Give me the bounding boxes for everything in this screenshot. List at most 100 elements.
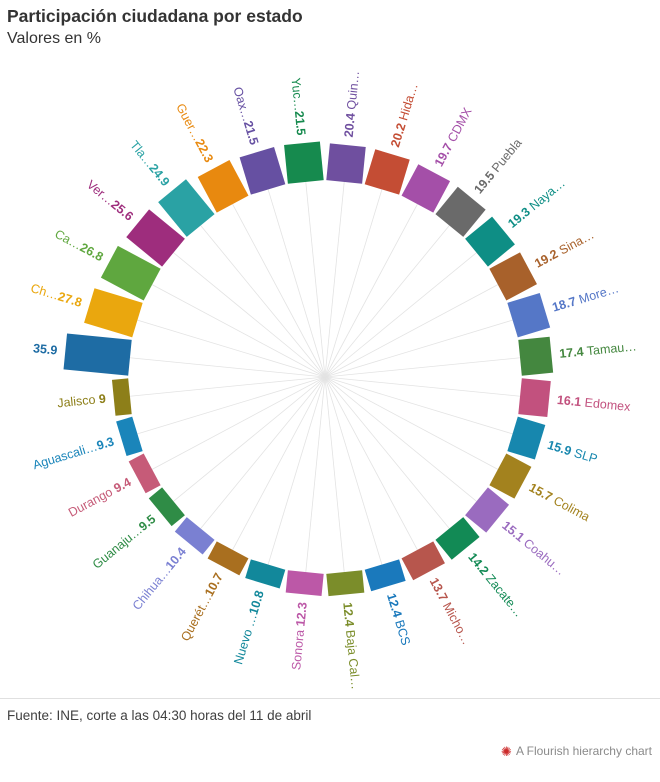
page-title: Participación ciudadana por estado xyxy=(7,6,303,26)
bar-segment[interactable] xyxy=(401,164,451,213)
bar-label: Jalisco 9 xyxy=(57,392,107,411)
bar-segment[interactable] xyxy=(84,288,143,338)
state-sector: 12.4 Baja Cal… xyxy=(324,376,365,690)
spoke-line xyxy=(232,376,326,551)
bar-label: Yuc…21.5 xyxy=(289,77,309,136)
state-sector: Nuevo …10.8 xyxy=(231,376,326,666)
bar-label: 20.2 Hida… xyxy=(388,82,421,149)
chart-footer: Fuente: INE, corte a las 04:30 horas del… xyxy=(0,698,660,777)
state-sector: Oax…21.5 xyxy=(230,85,326,378)
bar-label: 19.2 Sina… xyxy=(532,227,596,270)
bar-segment[interactable] xyxy=(285,570,324,596)
state-sector: 18.7 More… xyxy=(324,281,620,378)
flourish-credit-label: A Flourish hierarchy chart xyxy=(515,744,652,758)
state-sector: Tla…24.9 xyxy=(127,138,326,378)
bar-label: Ch…27.8 xyxy=(29,281,84,310)
flourish-flower-icon: ✺ xyxy=(501,743,512,759)
bar-segment[interactable] xyxy=(207,541,249,576)
bar-segment[interactable] xyxy=(489,252,537,301)
spoke-line xyxy=(324,225,450,378)
bar-segment[interactable] xyxy=(100,245,161,301)
spoke-line xyxy=(267,189,326,378)
state-sector: 12.4 BCS xyxy=(324,376,413,647)
spoke-line xyxy=(151,284,326,378)
bar-segment[interactable] xyxy=(116,416,143,457)
state-sector: Aguascali…9.3 xyxy=(31,376,326,472)
spoke-line xyxy=(200,376,326,529)
bar-segment[interactable] xyxy=(465,487,510,533)
bar-segment[interactable] xyxy=(158,179,215,237)
state-sector: 16.1 Edomex xyxy=(324,376,632,417)
bar-label: Querét…10.7 xyxy=(178,571,226,644)
bar-segment[interactable] xyxy=(435,186,486,237)
spoke-line xyxy=(305,376,326,573)
spoke-line xyxy=(324,376,450,529)
bar-segment[interactable] xyxy=(401,541,445,581)
chart-area: 20.4 Quin… 20.2 Hida… 19.7 CDMX 19.5 Puebla… xyxy=(0,53,660,698)
bar-label: Guanaju…9.5 xyxy=(90,512,159,572)
page-subtitle: Valores en % xyxy=(7,29,101,47)
spoke-line xyxy=(324,376,513,435)
spoke-line xyxy=(324,357,521,378)
bar-label: Durango 9.4 xyxy=(66,475,133,520)
bar-segment[interactable] xyxy=(197,160,249,213)
bar-segment[interactable] xyxy=(239,146,286,195)
source-text: Fuente: INE, corte a las 04:30 horas del… xyxy=(7,708,312,723)
bar-segment[interactable] xyxy=(245,559,286,589)
bar-segment[interactable] xyxy=(364,149,410,195)
bar-segment[interactable] xyxy=(364,559,406,592)
bar-segment[interactable] xyxy=(435,517,480,560)
state-sector: 20.2 Hida… xyxy=(324,82,421,378)
bar-label: Ca…26.8 xyxy=(52,227,105,264)
bar-label: Sonora 12.3 xyxy=(289,601,310,670)
bar-label: Aguascali…9.3 xyxy=(31,434,116,472)
state-sector: Yuc…21.5 xyxy=(284,77,326,378)
bar-segment[interactable] xyxy=(284,141,324,184)
spoke-line xyxy=(267,376,326,565)
bar-label: 20.4 Quin… xyxy=(342,70,362,138)
spoke-line xyxy=(173,252,326,378)
bar-label: 15.1 Coahu… xyxy=(499,518,568,578)
spoke-line xyxy=(324,181,345,378)
bar-segment[interactable] xyxy=(126,209,185,267)
bar-segment[interactable] xyxy=(111,378,132,416)
bar-segment[interactable] xyxy=(326,570,365,597)
spoke-line xyxy=(324,376,345,573)
bar-segment[interactable] xyxy=(518,336,554,376)
spoke-line xyxy=(324,252,477,378)
bar-label: 12.4 BCS xyxy=(384,592,413,647)
bar-label: 13.7 Micho… xyxy=(427,575,474,647)
bar-segment[interactable] xyxy=(465,216,515,267)
spoke-line xyxy=(129,357,326,378)
spoke-line xyxy=(324,376,418,551)
spoke-line xyxy=(324,189,383,378)
state-sector: 35.9 xyxy=(32,333,326,378)
spoke-line xyxy=(129,376,326,397)
spoke-line xyxy=(324,376,499,470)
spoke-line xyxy=(137,376,326,435)
spoke-line xyxy=(324,319,513,378)
spoke-line xyxy=(324,376,521,397)
spoke-line xyxy=(324,203,418,378)
bar-label: 15.9 SLP xyxy=(546,438,599,466)
state-sector: Ch…27.8 xyxy=(29,281,326,378)
bar-label: Tla…24.9 xyxy=(127,138,172,189)
bar-segment[interactable] xyxy=(174,517,215,555)
spoke-line xyxy=(200,225,326,378)
bar-label: Nuevo …10.8 xyxy=(231,589,267,666)
bar-label: 16.1 Edomex xyxy=(556,393,631,414)
bar-segment[interactable] xyxy=(507,293,551,338)
bar-segment[interactable] xyxy=(148,487,185,527)
spoke-line xyxy=(232,203,326,378)
spoke-line xyxy=(324,284,499,378)
flourish-credit[interactable]: ✺ A Flourish hierarchy chart xyxy=(7,744,652,758)
bar-segment[interactable] xyxy=(128,453,161,494)
bar-segment[interactable] xyxy=(326,143,366,184)
spoke-line xyxy=(137,319,326,378)
bar-segment[interactable] xyxy=(63,333,132,376)
bar-segment[interactable] xyxy=(518,378,551,417)
bar-segment[interactable] xyxy=(489,453,532,499)
bar-segment[interactable] xyxy=(507,416,546,460)
spoke-line xyxy=(324,376,477,502)
